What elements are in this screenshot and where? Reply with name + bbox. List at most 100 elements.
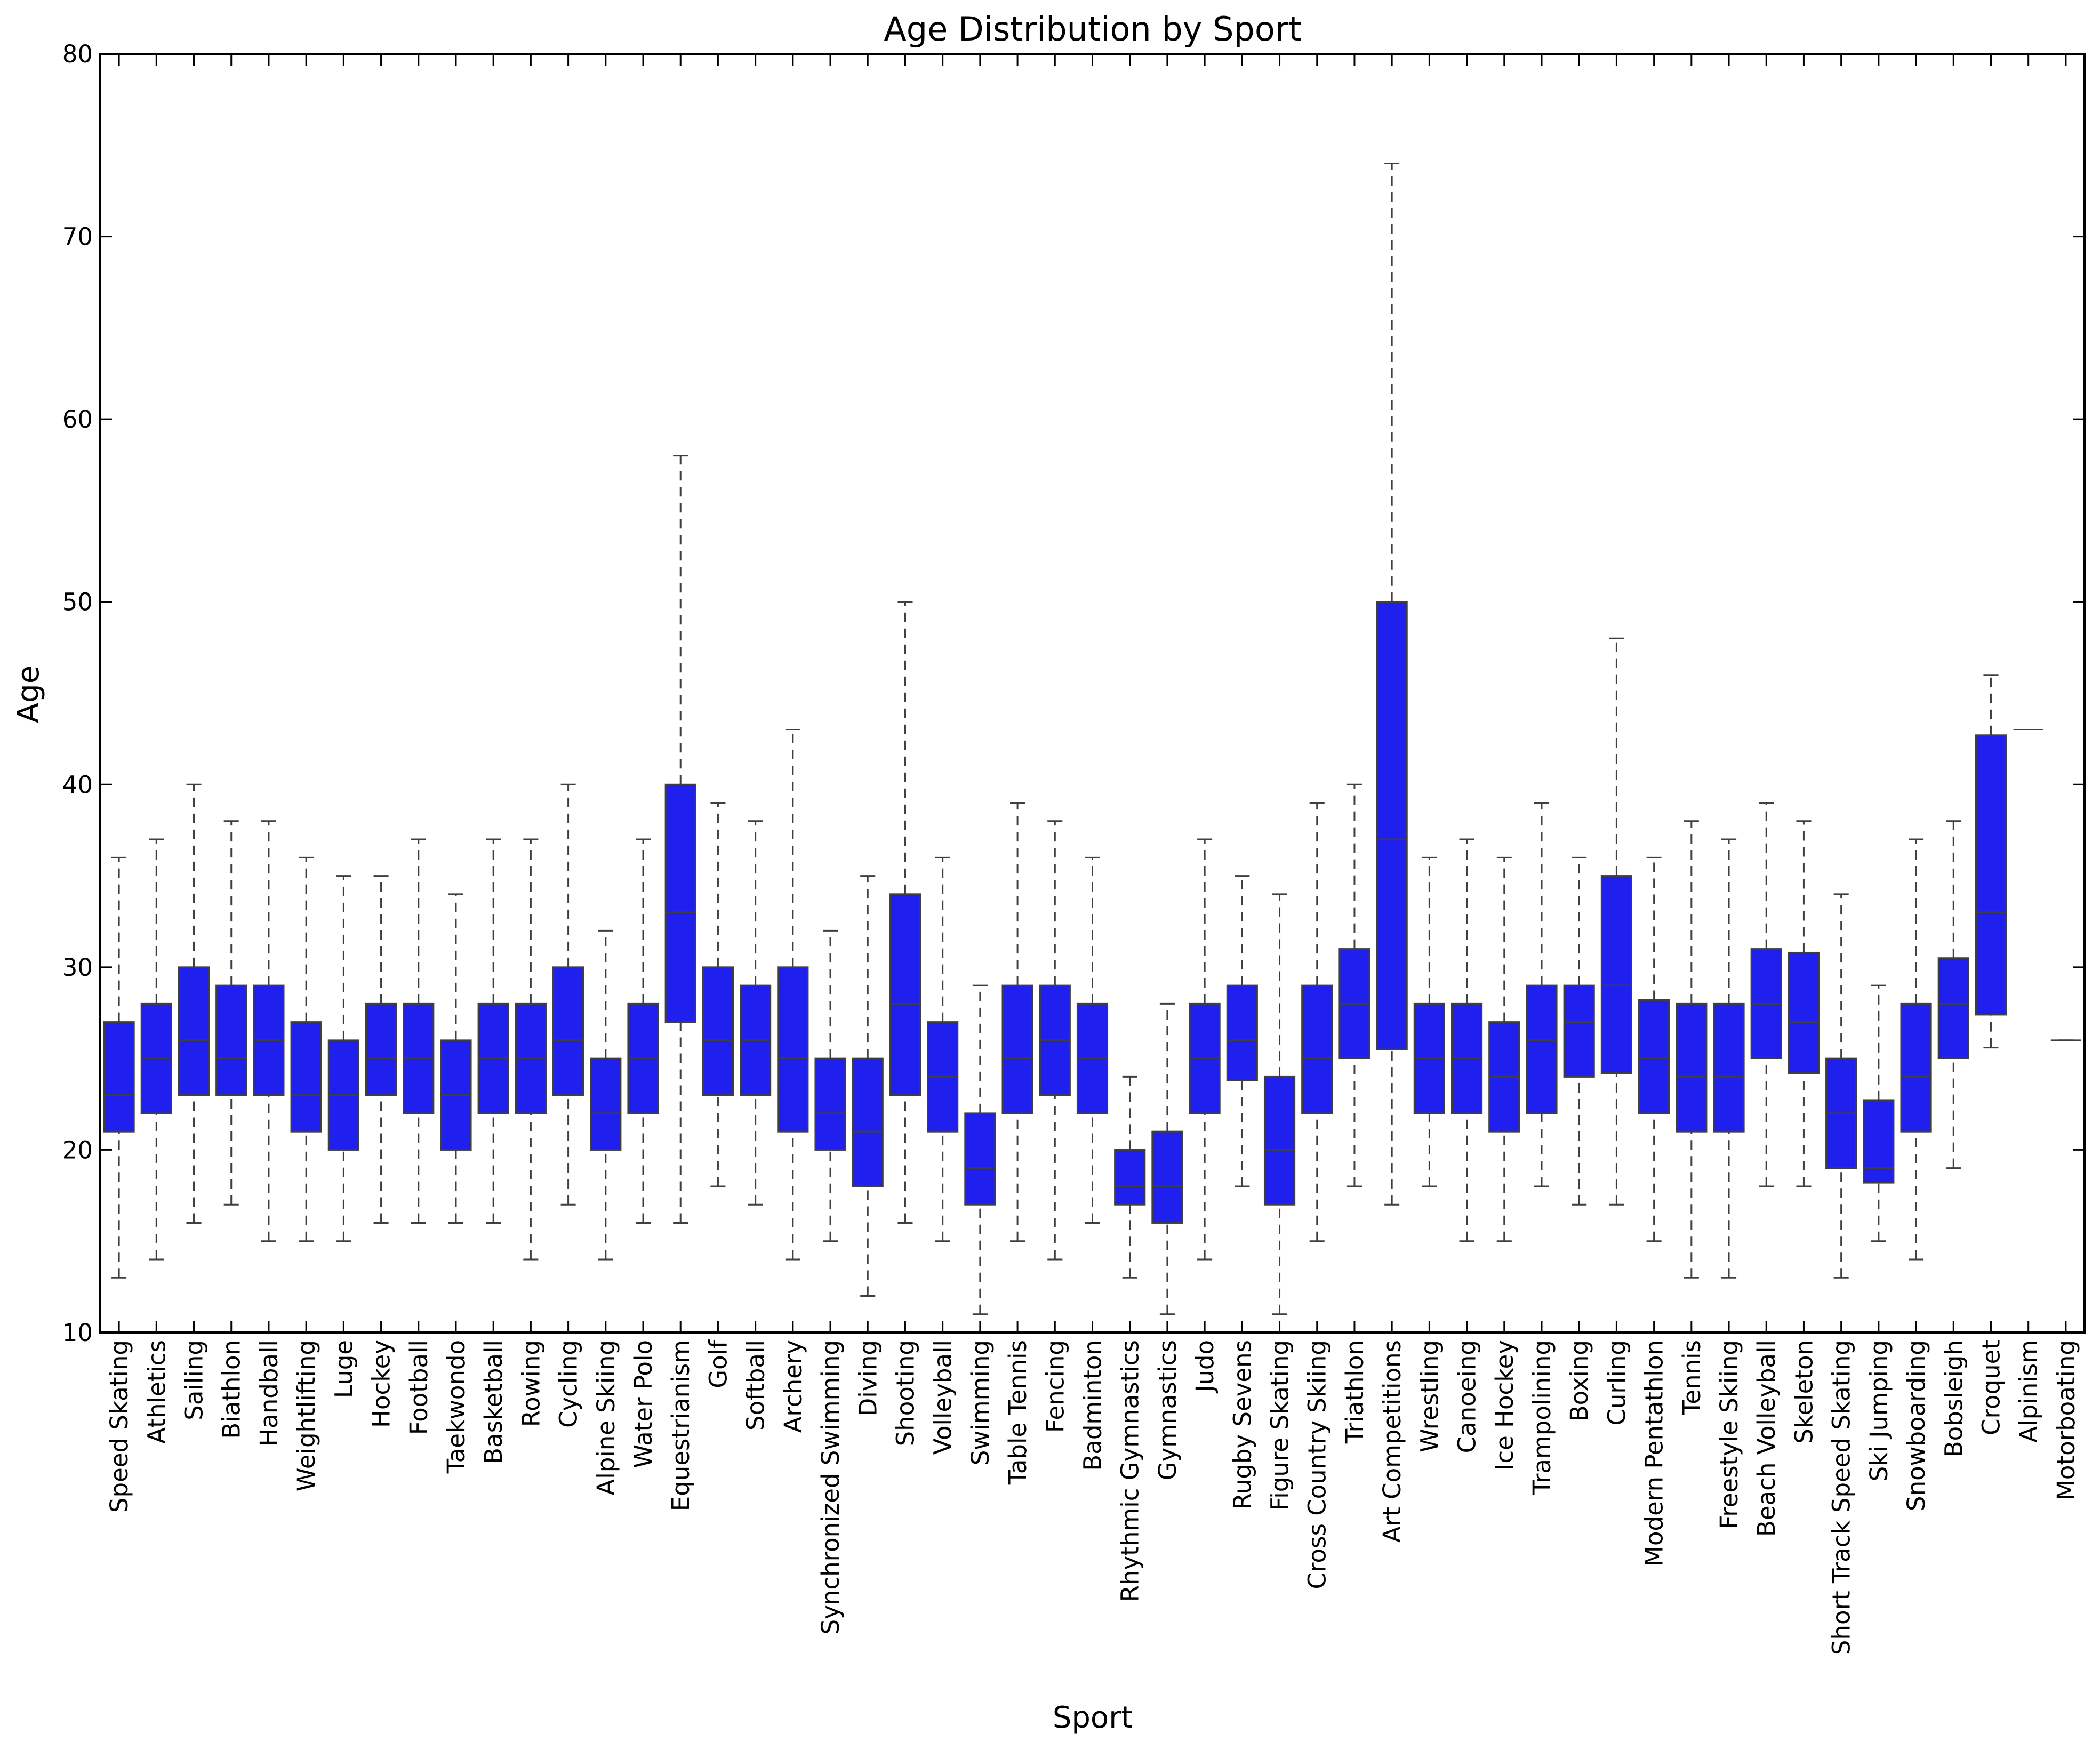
plot-frame — [99, 53, 2086, 1334]
iqr-box — [1600, 875, 1632, 1074]
box-luge — [327, 875, 359, 1242]
y-axis-label: Age — [11, 665, 46, 723]
x-tick-label: Rhythmic Gymnastics — [1116, 1340, 1144, 1602]
y-tick-label: 20 — [62, 1136, 93, 1164]
chart-title: Age Distribution by Sport — [884, 10, 1301, 49]
x-tick-label: Speed Skating — [105, 1340, 133, 1513]
box-water-polo — [627, 838, 659, 1224]
x-tick-label: Croquet — [1977, 1340, 2005, 1435]
x-tick-label: Equestrianism — [667, 1340, 695, 1511]
iqr-box — [365, 1002, 397, 1096]
x-tick-label: Table Tennis — [1004, 1340, 1032, 1485]
box-bobsleigh — [1937, 820, 1969, 1169]
iqr-box — [1676, 1002, 1708, 1133]
x-tick-label: Rowing — [517, 1340, 545, 1427]
x-axis-label: Sport — [1053, 1700, 1133, 1735]
x-tick-label: Alpinism — [2015, 1340, 2043, 1443]
box-diving — [852, 875, 884, 1297]
iqr-box — [1863, 1099, 1895, 1184]
box-biathlon — [215, 820, 247, 1206]
box-weightlifting — [290, 856, 322, 1242]
y-tick-label: 30 — [62, 953, 93, 982]
x-tick-label: Cycling — [555, 1340, 583, 1428]
box-equestrianism — [664, 455, 696, 1224]
box-snowboarding — [1900, 838, 1932, 1261]
iqr-box — [1526, 984, 1558, 1114]
iqr-box — [1900, 1002, 1932, 1133]
box-badminton — [1076, 856, 1109, 1224]
iqr-box — [1713, 1002, 1745, 1133]
box-golf — [702, 802, 734, 1187]
iqr-box — [702, 966, 734, 1096]
x-tick-label: Skeleton — [1790, 1340, 1818, 1444]
box-rowing — [515, 838, 547, 1261]
x-tick-label: Trampolining — [1528, 1340, 1556, 1495]
x-tick-label: Boxing — [1565, 1340, 1593, 1422]
x-tick-label: Short Track Speed Skating — [1828, 1340, 1856, 1655]
box-curling — [1600, 637, 1632, 1206]
x-tick-label: Basketball — [479, 1340, 508, 1464]
iqr-box — [1563, 984, 1595, 1078]
x-tick-label: Diving — [854, 1340, 882, 1416]
y-tick-label: 50 — [62, 588, 93, 616]
box-figure-skating — [1263, 893, 1296, 1315]
iqr-box — [1001, 984, 1033, 1114]
x-tick-label: Cross Country Skiing — [1303, 1340, 1332, 1589]
x-tick-label: Synchronized Swimming — [816, 1340, 845, 1634]
x-tick-label: Triathlon — [1341, 1340, 1369, 1444]
box-athletics — [140, 838, 172, 1261]
iqr-box — [1301, 984, 1333, 1114]
iqr-box — [1975, 734, 2007, 1016]
iqr-box — [1376, 601, 1408, 1050]
x-tick-label: Luge — [330, 1340, 358, 1398]
iqr-box — [552, 966, 584, 1096]
box-tennis — [1676, 820, 1708, 1279]
box-gymnastics — [1151, 1002, 1183, 1315]
iqr-box — [215, 984, 247, 1096]
box-handball — [253, 820, 285, 1242]
iqr-box — [964, 1112, 996, 1206]
box-alpine-skiing — [590, 929, 622, 1261]
box-ski-jumping — [1863, 984, 1895, 1242]
box-short-track-speed-skating — [1825, 893, 1857, 1279]
box-speed-skating — [103, 856, 135, 1279]
y-tick-label: 40 — [62, 770, 93, 799]
box-softball — [740, 820, 772, 1206]
x-tick-label: Ski Jumping — [1865, 1340, 1893, 1481]
box-skeleton — [1788, 820, 1820, 1187]
x-tick-label: Shooting — [891, 1340, 919, 1446]
iqr-box — [1226, 984, 1258, 1081]
x-tick-label: Swimming — [966, 1340, 995, 1465]
box-shooting — [889, 601, 921, 1224]
box-cross-country-skiing — [1301, 802, 1333, 1242]
x-tick-label: Sailing — [180, 1340, 209, 1420]
box-canoeing — [1450, 838, 1483, 1242]
x-tick-label: Wrestling — [1415, 1340, 1444, 1452]
box-cycling — [552, 783, 584, 1206]
x-tick-label: Football — [405, 1340, 433, 1435]
iqr-box — [1263, 1075, 1296, 1206]
iqr-box — [178, 966, 210, 1096]
box-table-tennis — [1001, 802, 1033, 1242]
iqr-box — [1788, 951, 1820, 1074]
box-freestyle-skiing — [1713, 838, 1745, 1279]
box-judo — [1189, 838, 1221, 1261]
x-tick-label: Handball — [255, 1340, 283, 1447]
box-archery — [777, 729, 809, 1261]
iqr-box — [814, 1057, 846, 1151]
x-tick-label: Weightlifting — [292, 1340, 320, 1491]
iqr-box — [290, 1021, 322, 1133]
box-hockey — [365, 875, 397, 1224]
iqr-box — [103, 1021, 135, 1133]
box-fencing — [1039, 820, 1071, 1261]
x-tick-label: Hockey — [367, 1340, 396, 1428]
box-boxing — [1563, 856, 1595, 1206]
iqr-box — [889, 893, 921, 1096]
x-tick-label: Freestyle Skiing — [1715, 1340, 1743, 1529]
box-triathlon — [1338, 783, 1370, 1187]
x-tick-label: Fencing — [1041, 1340, 1069, 1433]
iqr-box — [777, 966, 809, 1133]
x-tick-label: Badminton — [1079, 1340, 1107, 1471]
x-tick-label: Volleyball — [929, 1340, 957, 1455]
